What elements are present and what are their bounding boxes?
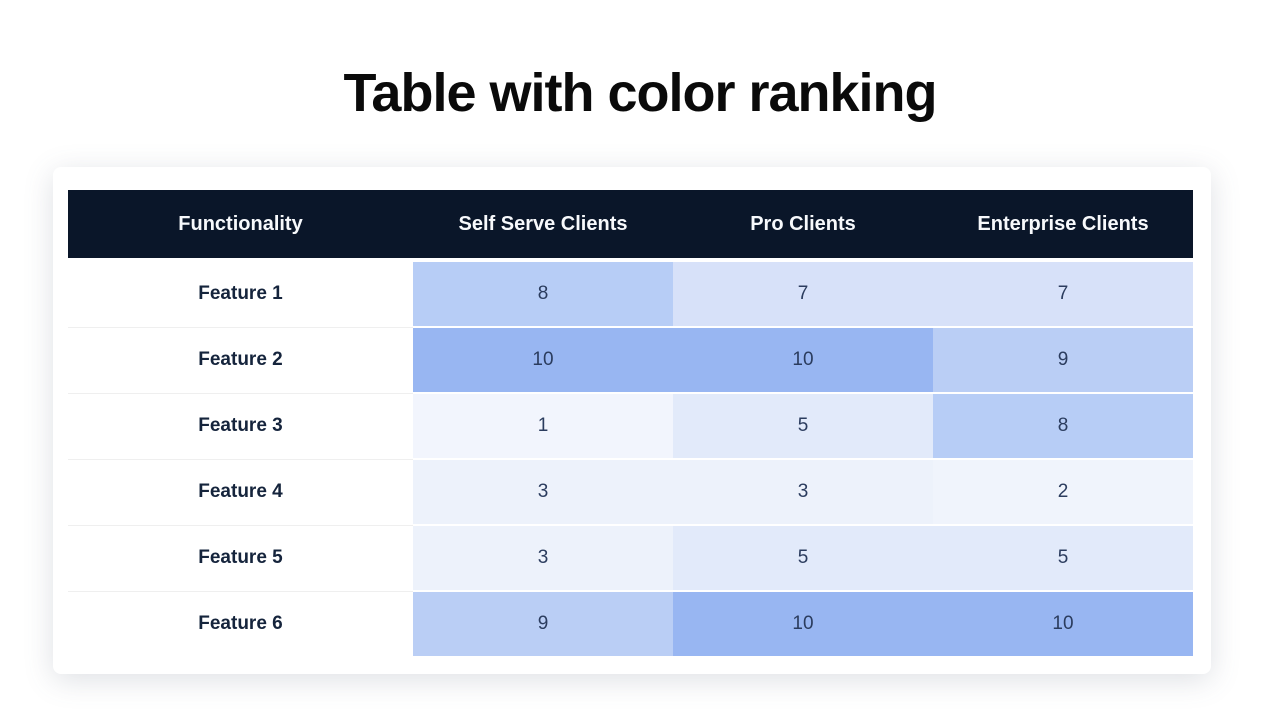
row-label: Feature 3 <box>68 394 413 460</box>
column-header: Functionality <box>178 212 303 235</box>
column-header: Enterprise Clients <box>977 212 1149 235</box>
value-cell: 10 <box>673 328 933 392</box>
value-cell: 1 <box>413 394 673 458</box>
value-cell: 3 <box>413 460 673 524</box>
row-label: Feature 5 <box>68 526 413 592</box>
value-cell: 8 <box>413 262 673 326</box>
value-cell: 5 <box>933 526 1193 590</box>
table-body: Feature 1 8 7 7 Feature 2 10 10 9 Feature 3 1 5 8 Fe… <box>68 262 1193 656</box>
value-cell: 2 <box>933 460 1193 524</box>
table-card: Functionality Self Serve Clients Pro Clien… <box>53 167 1211 674</box>
row-label: Feature 1 <box>68 262 413 328</box>
row-label: Feature 2 <box>68 328 413 394</box>
row-label: Feature 4 <box>68 460 413 526</box>
value-cell: 10 <box>413 328 673 392</box>
value-cell: 3 <box>413 526 673 590</box>
table-row: Feature 6 9 10 10 <box>68 592 1193 656</box>
value-cell: 8 <box>933 394 1193 458</box>
page-title: Table with color ranking <box>343 63 937 123</box>
value-cell: 3 <box>673 460 933 524</box>
value-cell: 9 <box>413 592 673 656</box>
table-row: Feature 2 10 10 9 <box>68 328 1193 394</box>
value-cell: 5 <box>673 394 933 458</box>
column-header: Pro Clients <box>750 212 856 235</box>
value-cell: 7 <box>933 262 1193 326</box>
ranking-table: Functionality Self Serve Clients Pro Clien… <box>68 190 1193 658</box>
table-header-row: Functionality Self Serve Clients Pro Clien… <box>68 190 1193 258</box>
value-cell: 9 <box>933 328 1193 392</box>
value-cell: 5 <box>673 526 933 590</box>
value-cell: 7 <box>673 262 933 326</box>
row-label: Feature 6 <box>68 592 413 656</box>
value-cell: 10 <box>933 592 1193 656</box>
value-cell: 10 <box>673 592 933 656</box>
column-header: Self Serve Clients <box>458 212 628 235</box>
